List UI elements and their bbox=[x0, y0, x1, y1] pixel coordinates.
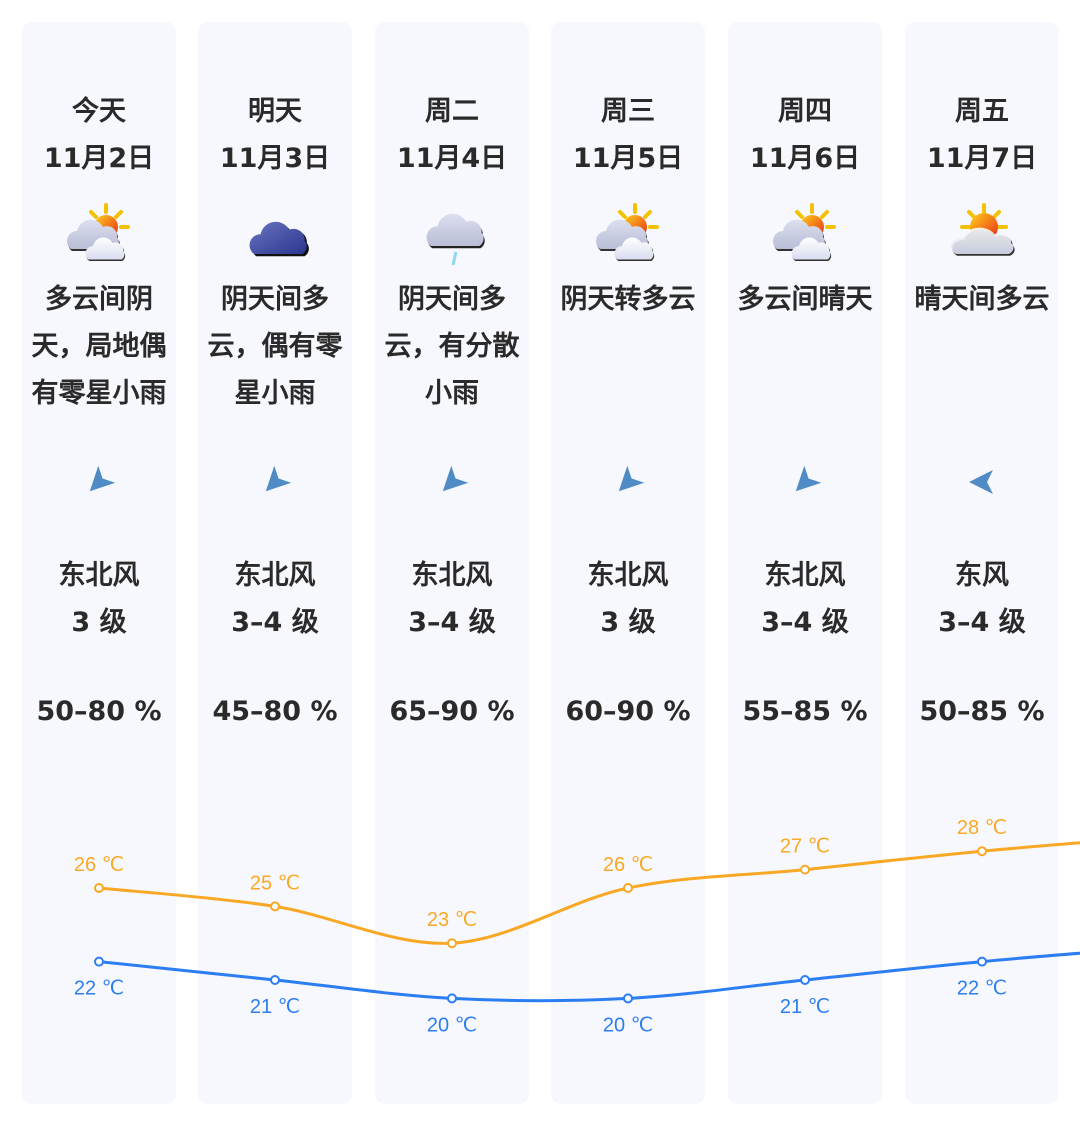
day-card: 周四 11月6日 多云间晴天 东北风 3–4 级 55–85 % bbox=[728, 22, 882, 1104]
wind-northeast-icon bbox=[790, 465, 822, 497]
weather-description: 多云间晴天 bbox=[737, 284, 873, 315]
wind-direction: 东北风 bbox=[587, 560, 669, 591]
wind-northeast-icon bbox=[613, 465, 645, 497]
date-label: 11月4日 bbox=[396, 143, 508, 174]
day-label: 今天 bbox=[72, 96, 126, 127]
date-label: 11月5日 bbox=[572, 143, 684, 174]
wind-northeast-icon bbox=[260, 465, 292, 497]
day-card: 周三 11月5日 阴天转多云 东北风 3 级 60–90 % bbox=[551, 22, 705, 1104]
day-card: 周二 11月4日 阴天间多云，有分散小雨 东北风 3–4 级 65–90 % bbox=[375, 22, 529, 1104]
partly-cloudy-overcast-icon bbox=[59, 197, 139, 277]
day-label: 周三 bbox=[601, 96, 655, 127]
wind-direction: 东风 bbox=[955, 560, 1009, 591]
wind-level: 3 级 bbox=[71, 607, 127, 638]
wind-direction: 东北风 bbox=[411, 560, 493, 591]
weather-description: 阴天间多云，有分散小雨 bbox=[384, 284, 520, 409]
wind-direction: 东北风 bbox=[58, 560, 140, 591]
humidity: 65–90 % bbox=[389, 696, 515, 727]
day-label: 明天 bbox=[248, 96, 302, 127]
day-card: 周五 11月7日 晴天间多云 东风 3–4 级 50–85 % bbox=[905, 22, 1059, 1104]
partly-cloudy-overcast-icon bbox=[588, 197, 668, 277]
wind-level: 3–4 级 bbox=[231, 607, 319, 638]
light-rain-icon bbox=[412, 197, 492, 277]
day-card: 今天 11月2日 多云间阴天，局地偶有零星小雨 东北风 3 级 50–80 % bbox=[22, 22, 176, 1104]
humidity: 60–90 % bbox=[565, 696, 691, 727]
date-label: 11月2日 bbox=[43, 143, 155, 174]
wind-level: 3 级 bbox=[600, 607, 656, 638]
wind-level: 3–4 级 bbox=[761, 607, 849, 638]
wind-direction: 东北风 bbox=[234, 560, 316, 591]
weather-description: 阴天转多云 bbox=[560, 284, 696, 315]
date-label: 11月7日 bbox=[926, 143, 1038, 174]
day-label: 周二 bbox=[425, 96, 479, 127]
wind-level: 3–4 级 bbox=[938, 607, 1026, 638]
day-card: 明天 11月3日 阴天间多云，偶有零星小雨 东北风 3–4 级 45–80 % bbox=[198, 22, 352, 1104]
weather-description: 多云间阴天，局地偶有零星小雨 bbox=[31, 284, 167, 409]
wind-northeast-icon bbox=[437, 465, 469, 497]
humidity: 45–80 % bbox=[212, 696, 338, 727]
date-label: 11月6日 bbox=[749, 143, 861, 174]
wind-level: 3–4 级 bbox=[408, 607, 496, 638]
wind-northeast-icon bbox=[84, 465, 116, 497]
humidity: 50–80 % bbox=[36, 696, 162, 727]
wind-east-icon bbox=[967, 467, 997, 497]
date-label: 11月3日 bbox=[219, 143, 331, 174]
day-label: 周四 bbox=[778, 96, 832, 127]
day-label: 周五 bbox=[955, 96, 1009, 127]
overcast-icon bbox=[235, 197, 315, 277]
weather-description: 阴天间多云，偶有零星小雨 bbox=[207, 284, 343, 409]
humidity: 50–85 % bbox=[919, 696, 1045, 727]
partly-cloudy-overcast-icon bbox=[765, 197, 845, 277]
humidity: 55–85 % bbox=[742, 696, 868, 727]
sunny-partly-cloudy-icon bbox=[942, 197, 1022, 277]
weather-description: 晴天间多云 bbox=[914, 284, 1050, 315]
wind-direction: 东北风 bbox=[764, 560, 846, 591]
